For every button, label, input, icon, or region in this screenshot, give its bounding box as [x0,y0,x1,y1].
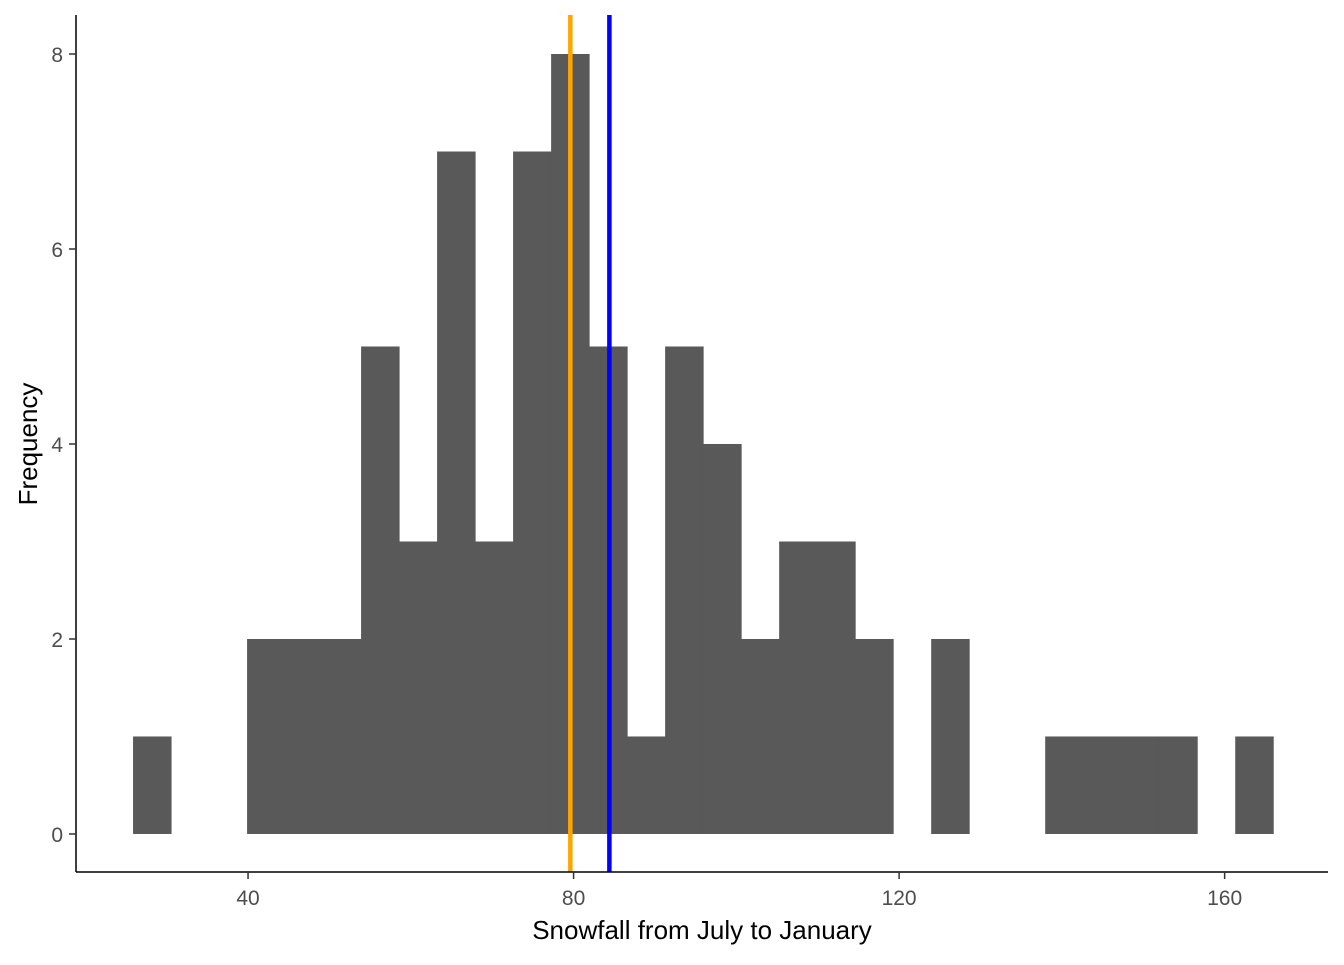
y-axis-label: Frequency [13,383,43,506]
y-tick-label: 4 [51,434,63,457]
histogram-bar [779,541,818,834]
histogram-bar [1121,736,1160,834]
x-tick-label: 160 [1207,887,1242,910]
y-ticks: 0 2 4 6 8 [51,44,76,847]
y-tick-label: 8 [51,44,63,67]
histogram-bar [741,638,780,834]
x-ticks: 40 80 120 160 [236,872,1242,910]
histogram-bar [399,541,438,834]
histogram-bar [285,638,324,834]
x-tick-label: 40 [236,887,259,910]
histogram-bar [1235,736,1274,834]
histogram-bar [247,638,286,834]
histogram-bar [627,736,666,834]
histogram-bar [361,346,400,834]
y-tick-label: 2 [51,629,63,652]
histogram-bar [1159,736,1198,834]
histogram-bar [1045,736,1084,834]
y-tick-label: 0 [51,824,63,847]
x-axis-label: Snowfall from July to January [532,915,872,945]
reference-lines [568,15,612,872]
histogram-bar [817,541,856,834]
x-tick-label: 120 [882,887,917,910]
y-tick-label: 6 [51,239,63,262]
histogram-bar [703,443,742,834]
histogram-bar [931,638,970,834]
x-tick-label: 80 [562,887,585,910]
histogram-bar [133,736,172,834]
histogram-bar [665,346,704,834]
bars-group [133,53,1274,834]
histogram-bar [855,638,894,834]
histogram-bar [1083,736,1122,834]
histogram-bar [475,541,514,834]
histogram-bar [513,151,552,834]
histogram-bar [323,638,362,834]
histogram-bar [437,151,476,834]
